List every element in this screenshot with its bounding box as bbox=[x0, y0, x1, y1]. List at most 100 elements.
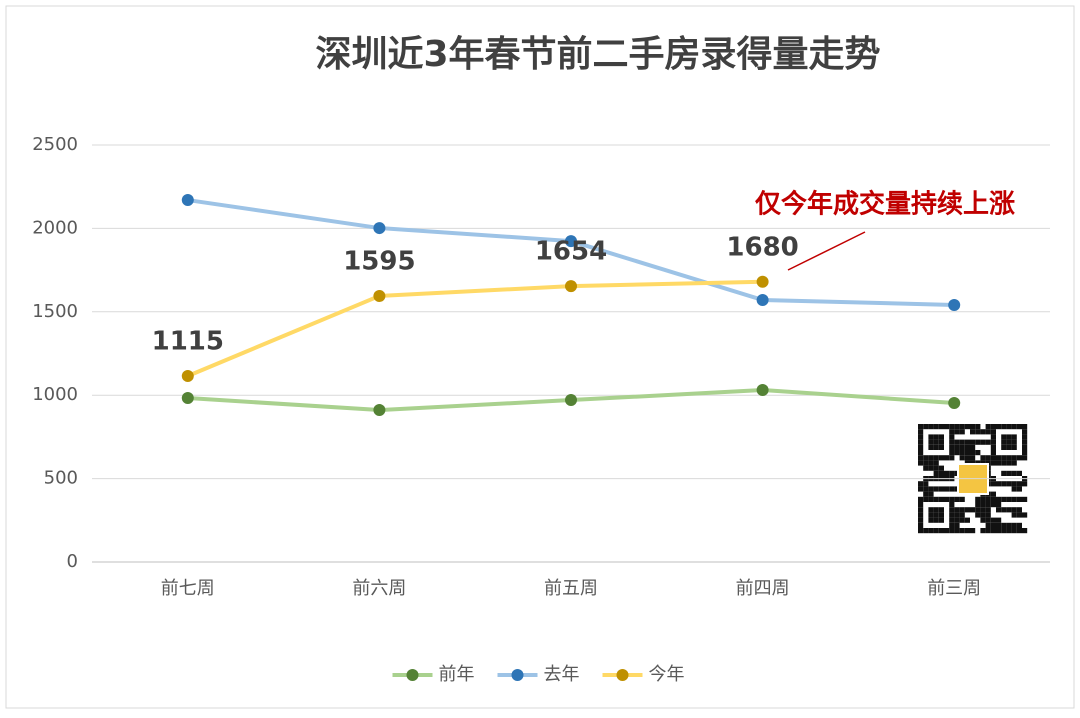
qr-cell bbox=[918, 528, 924, 534]
qr-cell bbox=[959, 424, 965, 430]
qr-cell bbox=[918, 512, 924, 518]
data-label: 1654 bbox=[535, 237, 607, 267]
qr-cell bbox=[1016, 455, 1022, 461]
qr-cell bbox=[1006, 496, 1012, 502]
qr-cell bbox=[954, 444, 960, 450]
qr-cell bbox=[928, 512, 934, 518]
qr-cell bbox=[918, 444, 924, 450]
qr-cell bbox=[949, 470, 955, 476]
qr-cell bbox=[1001, 496, 1007, 502]
qr-cell bbox=[964, 439, 970, 445]
legend-label: 今年 bbox=[649, 664, 685, 685]
qr-cell bbox=[944, 486, 950, 492]
qr-cell bbox=[1016, 496, 1022, 502]
qr-cell bbox=[964, 444, 970, 450]
qr-cell bbox=[990, 481, 996, 487]
qr-cell bbox=[985, 424, 991, 430]
qr-cell bbox=[928, 486, 934, 492]
legend-marker bbox=[511, 669, 524, 681]
qr-cell bbox=[980, 517, 986, 523]
qr-cell bbox=[1001, 434, 1007, 440]
qr-cell bbox=[944, 455, 950, 461]
qr-cell bbox=[980, 496, 986, 502]
qr-cell bbox=[985, 439, 991, 445]
qr-cell bbox=[1001, 470, 1007, 476]
qr-cell bbox=[928, 444, 934, 450]
qr-cell bbox=[938, 470, 944, 476]
qr-cell bbox=[918, 455, 924, 461]
qr-cell bbox=[938, 517, 944, 523]
qr-cell bbox=[1022, 496, 1028, 502]
qr-cell bbox=[980, 439, 986, 445]
qr-cell bbox=[1011, 522, 1017, 528]
qr-cell bbox=[1011, 470, 1017, 476]
qr-cell bbox=[918, 507, 924, 513]
qr-cell bbox=[1006, 424, 1012, 430]
qr-cell bbox=[975, 512, 981, 518]
legend-marker bbox=[406, 669, 419, 681]
qr-cell bbox=[959, 439, 965, 445]
qr-cell bbox=[918, 522, 924, 528]
qr-cell bbox=[938, 439, 944, 445]
qr-cell bbox=[1011, 507, 1017, 513]
qr-cell bbox=[1001, 455, 1007, 461]
qr-cell bbox=[933, 455, 939, 461]
qr-cell bbox=[1011, 486, 1017, 492]
qr-cell bbox=[918, 450, 924, 456]
qr-cell bbox=[1001, 460, 1007, 466]
qr-cell bbox=[980, 507, 986, 513]
qr-cell bbox=[990, 491, 996, 497]
qr-cell bbox=[918, 486, 924, 492]
qr-cell bbox=[1011, 439, 1017, 445]
chart-border bbox=[5, 5, 1075, 709]
qr-cell bbox=[933, 517, 939, 523]
qr-cell bbox=[954, 512, 960, 518]
qr-cell bbox=[949, 496, 955, 502]
qr-cell bbox=[949, 439, 955, 445]
qr-cell bbox=[1022, 429, 1028, 435]
qr-cell bbox=[1006, 522, 1012, 528]
qr-cell bbox=[1016, 470, 1022, 476]
annotation-line bbox=[787, 231, 866, 271]
qr-cell bbox=[985, 502, 991, 508]
qr-cell bbox=[1022, 481, 1028, 487]
qr-cell bbox=[1022, 424, 1028, 430]
data-point bbox=[565, 235, 577, 248]
qr-cell bbox=[1006, 507, 1012, 513]
qr-cell bbox=[928, 528, 934, 534]
qr-cell bbox=[990, 502, 996, 508]
qr-cell bbox=[928, 455, 934, 461]
qr-cell bbox=[938, 512, 944, 518]
qr-cell bbox=[1011, 424, 1017, 430]
qr-cell bbox=[985, 528, 991, 534]
qr-cell bbox=[944, 470, 950, 476]
data-point bbox=[756, 384, 769, 397]
qr-cell bbox=[954, 496, 960, 502]
qr-cell bbox=[990, 429, 996, 435]
y-tick-label: 1000 bbox=[32, 384, 78, 405]
qr-cell bbox=[1022, 450, 1028, 456]
qr-cell bbox=[996, 502, 1002, 508]
qr-cell bbox=[938, 496, 944, 502]
qr-cell bbox=[996, 481, 1002, 487]
data-point bbox=[948, 298, 961, 311]
qr-cell bbox=[970, 424, 976, 430]
qr-cell bbox=[1006, 528, 1012, 534]
qr-cell bbox=[923, 486, 929, 492]
qr-cell bbox=[938, 507, 944, 513]
y-tick-label: 1500 bbox=[32, 301, 78, 322]
qr-cell bbox=[996, 460, 1002, 466]
data-label: 1595 bbox=[343, 246, 415, 276]
qr-cell bbox=[985, 507, 991, 513]
data-point bbox=[565, 394, 577, 407]
data-point bbox=[373, 404, 386, 417]
series-line bbox=[187, 279, 763, 378]
data-point bbox=[373, 289, 386, 302]
qr-cell bbox=[959, 517, 965, 523]
qr-cell bbox=[964, 517, 970, 523]
qr-cell bbox=[1006, 434, 1012, 440]
qr-cell bbox=[928, 424, 934, 430]
qr-cell bbox=[970, 439, 976, 445]
qr-cell bbox=[985, 517, 991, 523]
qr-cell bbox=[954, 439, 960, 445]
